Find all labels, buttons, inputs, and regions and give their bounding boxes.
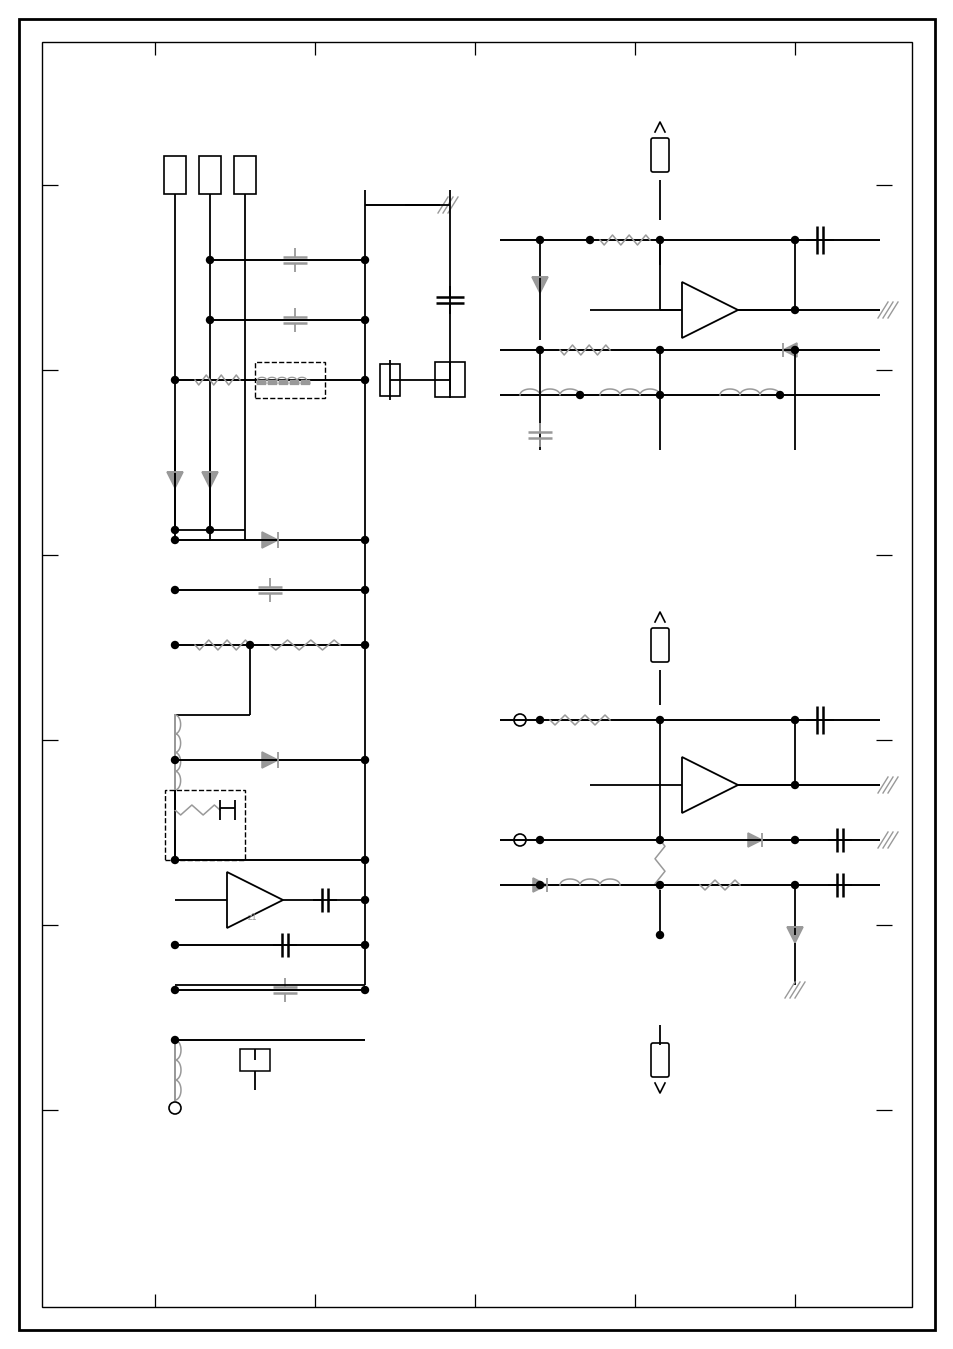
Polygon shape (262, 751, 277, 768)
Circle shape (172, 942, 178, 948)
Circle shape (172, 537, 178, 544)
Circle shape (776, 391, 782, 398)
Bar (165, 791, 245, 861)
Circle shape (172, 986, 178, 993)
Polygon shape (262, 532, 277, 548)
Circle shape (172, 757, 178, 764)
Circle shape (361, 986, 368, 993)
Circle shape (172, 587, 178, 594)
Circle shape (656, 881, 662, 889)
Bar (435, 363, 464, 398)
Polygon shape (167, 472, 183, 488)
Circle shape (361, 757, 368, 764)
Circle shape (536, 236, 543, 244)
Circle shape (791, 236, 798, 244)
Circle shape (656, 391, 662, 398)
Circle shape (361, 897, 368, 904)
Circle shape (206, 256, 213, 263)
Polygon shape (782, 343, 796, 357)
Circle shape (361, 376, 368, 383)
Circle shape (361, 317, 368, 324)
Polygon shape (202, 472, 218, 488)
Bar (379, 364, 399, 397)
Circle shape (361, 587, 368, 594)
Polygon shape (747, 832, 761, 847)
Circle shape (206, 317, 213, 324)
Circle shape (536, 716, 543, 723)
Circle shape (361, 942, 368, 948)
Bar (199, 156, 221, 194)
Circle shape (656, 347, 662, 353)
Circle shape (172, 857, 178, 863)
Circle shape (361, 857, 368, 863)
Circle shape (361, 642, 368, 649)
Circle shape (656, 932, 662, 939)
Circle shape (791, 836, 798, 843)
Circle shape (172, 1036, 178, 1044)
Circle shape (791, 881, 798, 889)
Circle shape (361, 256, 368, 263)
Bar (233, 156, 255, 194)
Circle shape (656, 236, 662, 244)
Circle shape (656, 716, 662, 723)
Text: z1: z1 (248, 913, 257, 921)
Polygon shape (532, 277, 547, 293)
Bar (254, 362, 325, 398)
Polygon shape (533, 878, 546, 892)
Circle shape (586, 236, 593, 244)
Circle shape (246, 642, 253, 649)
Circle shape (536, 881, 543, 889)
Bar (164, 156, 186, 194)
Circle shape (791, 781, 798, 789)
Bar (240, 1050, 270, 1071)
Circle shape (206, 526, 213, 533)
Circle shape (791, 716, 798, 723)
Circle shape (172, 526, 178, 533)
Circle shape (172, 376, 178, 383)
Circle shape (361, 537, 368, 544)
Circle shape (172, 642, 178, 649)
Polygon shape (786, 927, 802, 943)
Circle shape (576, 391, 583, 398)
Circle shape (536, 836, 543, 843)
Circle shape (791, 306, 798, 313)
Circle shape (536, 347, 543, 353)
Circle shape (791, 347, 798, 353)
Circle shape (656, 836, 662, 843)
